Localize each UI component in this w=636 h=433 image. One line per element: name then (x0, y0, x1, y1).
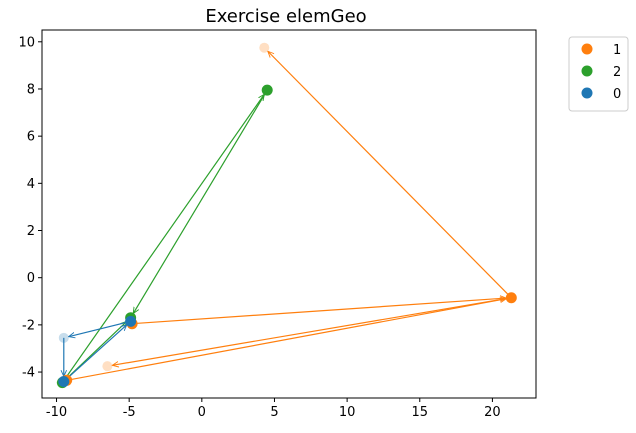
y-tick-label: 8 (27, 82, 35, 97)
y-tick-label: 0 (27, 271, 35, 286)
x-tick-label: -10 (46, 405, 67, 420)
y-tick-label: -2 (22, 318, 35, 333)
series-1-faded-point (102, 361, 113, 372)
series-1-point (505, 292, 517, 304)
series-0-arrow (63, 325, 127, 382)
legend-marker-1 (581, 43, 593, 55)
series-1-arrow (268, 51, 512, 299)
plot-area (56, 42, 517, 389)
series-2-point (261, 84, 273, 96)
axes: -10 -5 0 5 10 15 20 -4 -2 0 2 4 6 8 10 (18, 29, 537, 420)
x-tick-label: 0 (198, 405, 206, 420)
plot-frame (41, 29, 537, 399)
y-tick-label: 2 (27, 224, 35, 239)
x-tick-label: 20 (484, 405, 501, 420)
series-0-arrow (69, 320, 131, 336)
y-tick-label: 4 (27, 177, 35, 192)
series-1-faded-point (259, 42, 270, 53)
y-tick-label: 6 (27, 130, 35, 145)
legend-label-2: 2 (613, 65, 621, 80)
legend-label-1: 1 (613, 43, 621, 58)
series-1-arrow (112, 297, 512, 366)
legend-marker-2 (581, 65, 593, 77)
x-tick-label: 5 (270, 405, 278, 420)
y-tick-label: 10 (18, 35, 35, 50)
series-2-arrow (61, 94, 264, 384)
series-1-arrow (132, 298, 506, 325)
x-tick-label: 10 (339, 405, 356, 420)
series-0-point (125, 315, 137, 327)
series-2-arrow (133, 89, 268, 313)
legend-label-0: 0 (613, 87, 621, 102)
x-tick-label: -5 (123, 405, 136, 420)
series-1-arrow (66, 299, 507, 381)
x-tick-label: 15 (411, 405, 428, 420)
y-tick-label: -4 (22, 366, 35, 381)
chart-title: Exercise elemGeo (205, 6, 366, 27)
legend-marker-0 (581, 87, 593, 99)
legend: 1 2 0 (568, 36, 629, 112)
series-0-point (58, 375, 70, 387)
